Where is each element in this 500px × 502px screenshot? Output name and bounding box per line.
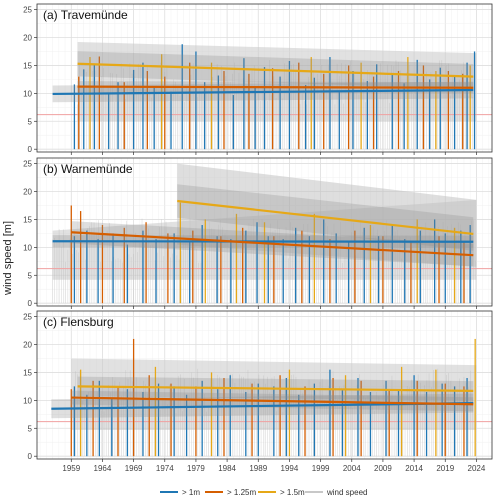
legend-label-wind-speed: wind speed [326, 488, 367, 497]
panel-frame [36, 310, 493, 460]
legend-item-15m: > 1.5m [258, 488, 305, 497]
y-axis-label: wind speed [m] [2, 221, 14, 296]
y-tick-label: 25 [23, 160, 32, 169]
x-tick-label: 1964 [94, 464, 112, 473]
legend: > 1m > 1.25m > 1.5m wind speed [160, 488, 367, 497]
legend-item-125m: > 1.25m [205, 488, 256, 497]
trend-line-1-5m [77, 385, 474, 392]
y-tick-label: 20 [23, 34, 32, 43]
panel-frame [36, 3, 493, 153]
x-tick-label: 1984 [218, 464, 236, 473]
y-tick-label: 10 [23, 396, 32, 405]
y-tick-label: 10 [23, 243, 32, 252]
x-tick-label: 2014 [405, 464, 423, 473]
y-tick-label: 15 [23, 61, 32, 70]
y-tick-label: 0 [28, 452, 33, 461]
y-tick-label: 15 [23, 368, 32, 377]
y-tick-label: 25 [23, 313, 32, 322]
trend-line-1m [52, 240, 474, 243]
x-tick-label: 1994 [281, 464, 299, 473]
x-tick-label: 1999 [312, 464, 330, 473]
y-tick-label: 15 [23, 215, 32, 224]
x-tick-label: 1979 [187, 464, 205, 473]
legend-label-1m: > 1m [182, 488, 200, 497]
trend-line-1-25m [71, 396, 474, 406]
panel-2: 0 5 10 15 20 25 (b) Warnemünde [23, 157, 493, 309]
y-tick-label: 0 [28, 299, 33, 308]
y-tick-label: 5 [28, 271, 33, 280]
trend-line-1-25m [77, 85, 474, 89]
panel-title: (b) Warnemünde [43, 162, 133, 176]
x-tick-label: 2024 [468, 464, 486, 473]
y-tick-label: 0 [28, 145, 33, 154]
x-tick-label: 1989 [249, 464, 267, 473]
y-tick-label: 20 [23, 341, 32, 350]
legend-item-1m: > 1m [160, 488, 200, 497]
y-tick-label: 5 [28, 424, 33, 433]
legend-item-wind-speed: wind speed [305, 488, 367, 497]
legend-label-125m: > 1.25m [227, 488, 256, 497]
y-tick-label: 25 [23, 6, 32, 15]
trend-line-1-25m [71, 231, 474, 257]
panel-frame [36, 157, 493, 307]
y-tick-label: 20 [23, 188, 32, 197]
x-tick-label: 2019 [436, 464, 454, 473]
trend-line-1m [52, 88, 474, 96]
trend-line-1-5m [77, 62, 474, 78]
legend-label-15m: > 1.5m [280, 488, 305, 497]
x-tick-label: 1959 [62, 464, 80, 473]
panel-title: (c) Flensburg [43, 315, 114, 329]
panel-3: 0 5 10 15 20 25 1959 1964 1969 1974 1979 1984 1989 19… [23, 310, 493, 473]
panel-title: (a) Travemünde [43, 8, 128, 22]
y-tick-label: 5 [28, 117, 33, 126]
x-tick-label: 1974 [156, 464, 174, 473]
panel-1: 0 5 10 15 20 25 (a) Travemünde [23, 3, 493, 155]
trend-line-1-5m [177, 199, 474, 236]
x-tick-label: 2009 [374, 464, 392, 473]
x-tick-label: 2004 [343, 464, 361, 473]
y-tick-label: 10 [23, 89, 32, 98]
x-tick-label: 1969 [125, 464, 143, 473]
